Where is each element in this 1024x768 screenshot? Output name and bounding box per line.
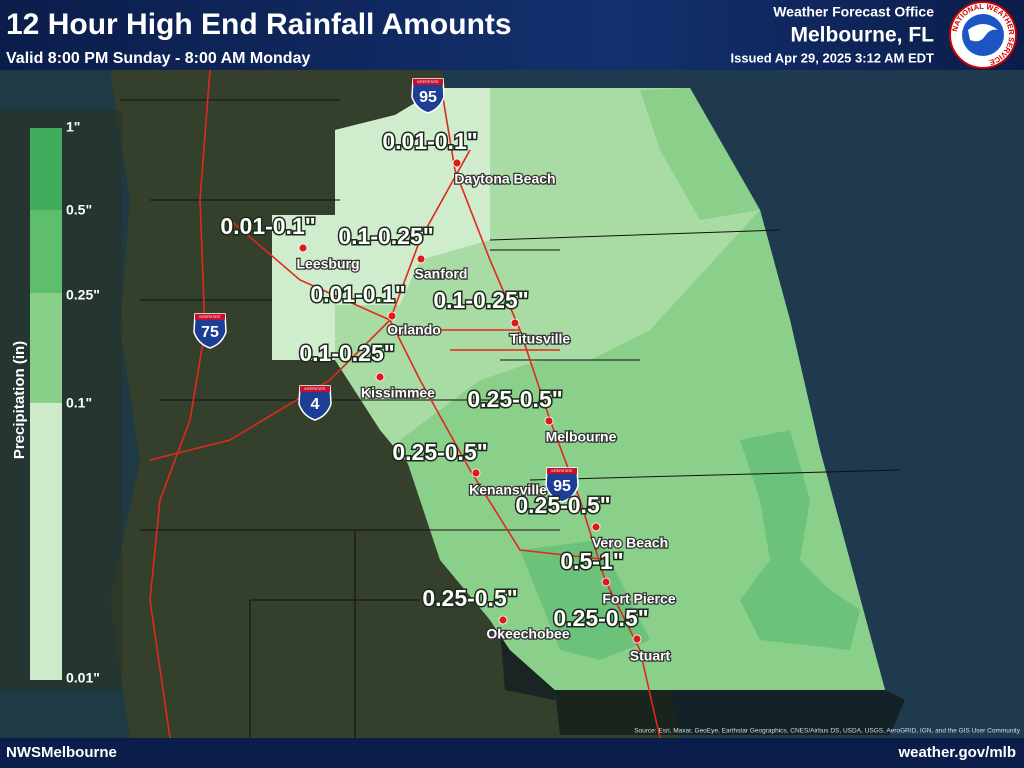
city-dot [471,468,481,478]
legend-label: 0.25" [66,287,100,303]
legend-swatch [30,403,62,680]
amount-label: 0.25-0.5" [553,605,648,631]
city-label: Orlando [387,322,441,338]
shield-top [547,468,577,474]
rain-shading [272,88,885,690]
subtitle: Valid 8:00 PM Sunday - 8:00 AM Monday [6,50,310,67]
legend: Precipitation (in) [0,110,122,690]
interstate-shield: INTERSTATE 75 [193,313,227,349]
rain-area [520,540,650,660]
legend-swatch [30,128,62,210]
city-dot [510,318,520,328]
credits: Source: Esri, Maxar, GeoEye, Earthstar G… [634,728,1021,735]
city-label: Stuart [630,648,671,664]
office: Weather Forecast Office [773,4,934,20]
footer-left: NWSMelbourne [6,744,117,761]
legend-swatch [30,293,62,403]
city-dot [375,372,385,382]
amount-label: 0.01-0.1" [220,213,315,239]
amount-label: 0.25-0.5" [515,492,610,518]
shield-top [195,314,225,320]
amount-label: 0.5-1" [560,548,623,574]
title: 12 Hour High End Rainfall Amounts [6,8,512,41]
city-label: Melbourne [546,429,617,445]
shield-number: 75 [201,324,219,341]
amount-label: 0.1-0.25" [338,223,433,249]
amount-label: 0.25-0.5" [422,585,517,611]
city-label: Okeechobee [486,626,569,642]
shield-label: INTERSTATE [304,387,326,391]
shadow [555,690,905,735]
city-dot [591,522,601,532]
legend-label: 0.01" [66,670,100,686]
shield-body [545,467,579,503]
city-dot [416,254,426,264]
amount-label: 0.25-0.5" [467,386,562,412]
interstate-shield: INTERSTATE 4 [298,385,332,421]
city-dot [498,615,508,625]
footer-right: weather.gov/mlb [897,744,1016,761]
city-dot [298,243,308,253]
interstate-shield: INTERSTATE 95 [411,78,445,114]
shield-body [411,78,445,114]
shield-top [413,79,443,85]
rain-area [740,430,860,650]
legend-labels: 1" 0.5" 0.25" 0.1" 0.01" [66,119,100,686]
city-dot [452,158,462,168]
city-dot [544,416,554,426]
amount-label: 0.01-0.1" [310,281,405,307]
shield-body [193,313,227,349]
amount-label: 0.01-0.1" [382,128,477,154]
header-bar [0,0,1024,70]
city-label: Titusville [510,331,571,347]
legend-swatch [30,210,62,293]
city-label: Kenansville [469,482,547,498]
labels: Daytona Beach Leesburg Sanford Orlando Titus… [193,78,677,665]
shield-label: INTERSTATE [199,315,221,319]
shield-number: 95 [553,478,571,495]
logo-cloud [968,24,998,42]
footer-bar [0,738,1024,768]
shield-top [300,386,330,392]
legend-label: 1" [66,119,80,135]
city-label: Vero Beach [592,535,668,551]
amount-label: 0.25-0.5" [392,439,487,465]
amount-label: 0.1-0.25" [299,340,394,366]
city-label: Sanford [415,266,468,282]
shield-label: INTERSTATE [551,469,573,473]
city-dot [387,311,397,321]
issued: Issued Apr 29, 2025 3:12 AM EDT [730,50,934,65]
interstate-shield: INTERSTATE 95 [545,467,579,503]
city-dot [632,634,642,644]
legend-title: Precipitation (in) [11,341,28,459]
shield-number: 4 [311,396,320,413]
city-label: Leesburg [296,256,359,272]
city-label: Daytona Beach [454,171,555,187]
amount-label: 0.1-0.25" [433,287,528,313]
location: Melbourne, FL [791,24,935,47]
shield-label: INTERSTATE [417,80,439,84]
nws-logo: NATIONAL WEATHER SERVICE [949,1,1017,69]
city-label: Kissimmee [361,385,435,401]
shield-body [298,385,332,421]
rain-area [640,88,760,220]
shield-number: 95 [419,89,437,106]
legend-label: 0.1" [66,395,92,411]
counties [120,99,901,738]
legend-label: 0.5" [66,202,92,218]
city-label: Fort Pierce [602,591,675,607]
city-dot [601,577,611,587]
